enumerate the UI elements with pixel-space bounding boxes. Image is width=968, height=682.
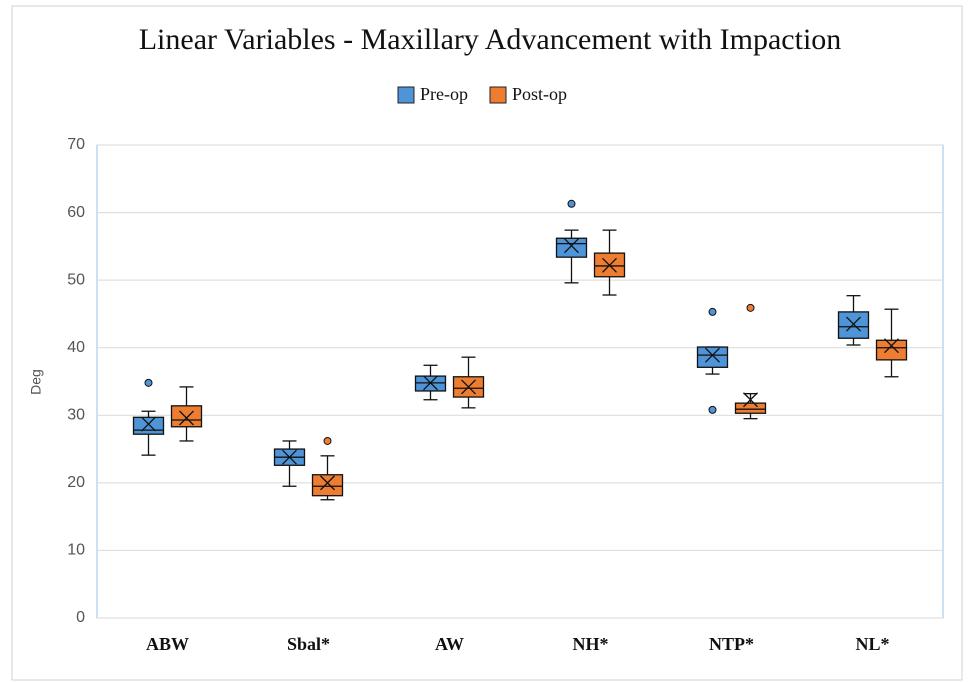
mean-marker	[884, 338, 899, 354]
outlier	[144, 378, 153, 387]
outlier	[708, 405, 717, 414]
outlier	[567, 199, 576, 208]
x-tick-label: NTP*	[709, 634, 754, 654]
x-tick-label: NH*	[573, 634, 609, 654]
y-tick-label: 50	[67, 271, 85, 288]
mean-marker	[461, 379, 476, 395]
legend-label: Pre-op	[420, 84, 468, 104]
legend-swatch	[489, 86, 507, 104]
box	[311, 474, 344, 497]
mean-marker	[282, 449, 297, 465]
x-tick-label: NL*	[855, 634, 889, 654]
mean-marker	[743, 392, 758, 408]
legend-swatch	[397, 86, 415, 104]
mean-marker	[564, 238, 579, 254]
mean-marker	[141, 416, 156, 432]
outlier	[323, 436, 332, 445]
mean-marker	[179, 410, 194, 426]
y-tick-label: 60	[67, 204, 85, 221]
y-tick-label: 70	[67, 136, 85, 153]
mean-marker	[602, 257, 617, 273]
outlier	[708, 307, 717, 316]
box	[170, 405, 203, 428]
box	[696, 346, 729, 368]
y-tick-label: 40	[67, 339, 85, 356]
y-tick-label: 30	[67, 407, 85, 424]
x-tick-label: AW	[435, 634, 464, 654]
legend: Pre-op Post-op	[397, 84, 567, 104]
chart-border	[11, 5, 963, 681]
mean-marker	[423, 375, 438, 391]
box	[875, 339, 908, 361]
legend-label: Post-op	[512, 84, 567, 104]
mean-marker	[846, 316, 861, 332]
x-tick-label: ABW	[146, 634, 189, 654]
x-tick-label: Sbal*	[287, 634, 330, 654]
box	[132, 416, 165, 435]
box	[555, 237, 588, 258]
outlier	[746, 303, 755, 312]
y-tick-label: 10	[67, 542, 85, 559]
chart-title: Linear Variables - Maxillary Advancement…	[139, 23, 842, 56]
box	[734, 402, 767, 414]
mean-marker	[320, 475, 335, 491]
mean-marker	[705, 347, 720, 363]
box	[837, 311, 870, 339]
y-axis-label: Deg	[28, 369, 44, 395]
y-tick-label: 0	[76, 609, 85, 626]
y-tick-label: 20	[67, 474, 85, 491]
